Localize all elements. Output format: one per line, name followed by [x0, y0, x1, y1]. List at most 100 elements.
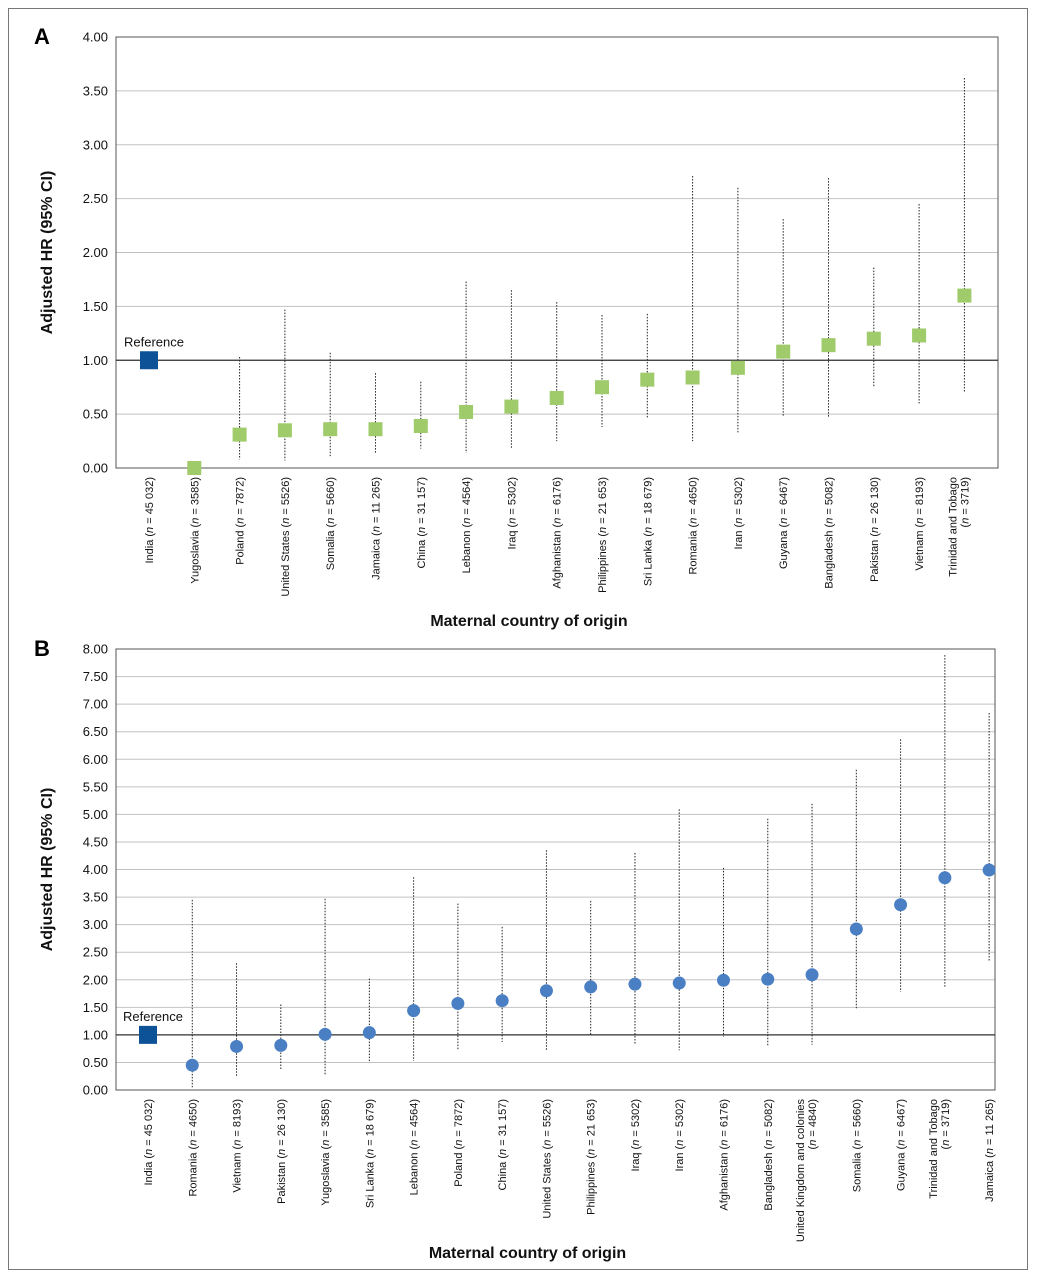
category-label-part: = 7872) [235, 477, 247, 518]
category-label-part: n [506, 518, 518, 524]
category-label: Pakistan (n = 26 130) [869, 477, 881, 582]
category-label-part: = 21 653) [597, 477, 609, 527]
category-label-part: n [763, 1140, 775, 1146]
category-label-part: = 7872) [453, 1099, 465, 1140]
data-point [584, 980, 598, 994]
category-label-part: n [940, 1140, 952, 1146]
category-label: Iraq (n = 5302) [506, 477, 518, 549]
data-point [318, 1027, 332, 1041]
category-label-part: n [143, 1149, 155, 1155]
category-label-part: Jamaica ( [984, 1154, 996, 1202]
category-label-part: = 26 130) [869, 477, 881, 527]
category-label: Philippines (n = 21 653) [586, 1099, 598, 1215]
category-label: Afghanistan (n = 6176) [552, 477, 564, 589]
reference-label: Reference [123, 1009, 183, 1024]
category-label-part: = 6467) [896, 1099, 908, 1140]
category-label-part: n [497, 1149, 509, 1155]
category-label-part: n [364, 1149, 376, 1155]
category-label-part: = 8193) [914, 477, 926, 518]
data-point [730, 360, 745, 375]
data-point [368, 422, 383, 437]
category-label-part: India ( [143, 1155, 155, 1186]
data-point [957, 288, 972, 303]
category-label: United States (n = 5526) [541, 1099, 553, 1219]
category-label-part: = 5302) [733, 477, 745, 518]
category-label-part: = 45 032) [143, 1099, 155, 1149]
category-label-part: = 5082) [763, 1099, 775, 1140]
category-label-part: n [232, 1140, 244, 1146]
category-label-part: Bangladesh ( [763, 1145, 775, 1210]
y-tick-label: 6.50 [83, 724, 108, 739]
y-tick-label: 4.00 [83, 30, 108, 45]
category-label-part: Guyana ( [778, 523, 790, 569]
category-label-part: n [984, 1148, 996, 1154]
category-label: Afghanistan (n = 6176) [719, 1099, 731, 1211]
category-label: Jamaica (n = 11 265) [371, 477, 383, 580]
panel-letter-a: A [34, 24, 50, 49]
category-label-part: Vietnam ( [232, 1145, 244, 1192]
category-label-part: = 4564) [409, 1099, 421, 1140]
data-point [805, 968, 819, 982]
y-tick-label: 4.00 [83, 862, 108, 877]
category-label-part: n [552, 518, 564, 524]
category-label-part: = 11 265) [371, 477, 383, 526]
plot-border [115, 36, 999, 469]
category-label: Somalia (n = 5660) [325, 477, 337, 570]
category-label-part: Guyana ( [896, 1145, 908, 1191]
category-label-part: Iran ( [733, 523, 745, 549]
category-label-part: = 5302) [674, 1099, 686, 1140]
category-label: Philippines (n = 21 653) [597, 477, 609, 593]
category-label-part: n [959, 518, 971, 524]
category-label: Iraq (n = 5302) [630, 1099, 642, 1171]
category-label-part: n [778, 518, 790, 524]
category-label: Lebanon (n = 4564) [461, 477, 473, 573]
data-point [672, 976, 686, 990]
category-label-part: Iraq ( [630, 1145, 642, 1171]
y-tick-label: 2.50 [83, 191, 108, 206]
category-label-part: n [280, 518, 292, 524]
category-label-part: = 3585) [189, 477, 201, 518]
data-point [912, 328, 927, 343]
category-label: Poland (n = 7872) [453, 1099, 465, 1187]
data-point [640, 372, 655, 387]
category-label-part: Philippines ( [597, 533, 609, 593]
category-label: India (n = 45 032) [144, 477, 156, 564]
category-label: Romania (n = 4650) [688, 477, 700, 575]
data-point [866, 331, 881, 346]
data-point [938, 871, 952, 885]
category-label-part: Somalia ( [851, 1145, 863, 1192]
category-label-part: = 26 130) [276, 1099, 288, 1149]
category-label-part: Lebanon ( [461, 523, 473, 573]
category-label-part: = 11 265) [984, 1099, 996, 1148]
category-label-part: United States ( [280, 523, 292, 596]
category-label-part: n [869, 527, 881, 533]
y-tick-label: 7.00 [83, 697, 108, 712]
category-label-part: n [824, 518, 836, 524]
category-label-part: = 5302) [630, 1099, 642, 1140]
chart-panel-b: 0.00 0.50 1.00 1.50 2.00 2.50 3.00 3.50 4.00 4.50… [39, 642, 996, 1263]
category-label-part: Bangladesh ( [824, 523, 836, 588]
category-label: (n = 4840) [807, 1099, 819, 1149]
category-label: United States (n = 5526) [280, 477, 292, 597]
category-label-part: United States ( [541, 1145, 553, 1218]
category-label-part: n [325, 518, 337, 524]
data-point [407, 1004, 421, 1018]
category-label: China (n = 31 157) [416, 477, 428, 568]
category-label: Trinidad and Tobago [928, 1099, 940, 1199]
category-label: Iran (n = 5302) [733, 477, 745, 549]
category-label-part: Iran ( [674, 1145, 686, 1171]
data-point [495, 994, 509, 1008]
category-label-part: n [630, 1140, 642, 1146]
data-point [185, 1058, 199, 1072]
category-label: United Kingdom and colonies [795, 1099, 807, 1243]
category-label-part: Pakistan ( [276, 1155, 288, 1204]
category-label-part: = 4650) [688, 477, 700, 518]
y-tick-label: 2.00 [83, 972, 108, 987]
y-tick-label: 0.00 [83, 1083, 108, 1098]
category-label-part: Vietnam ( [914, 523, 926, 570]
category-label-part: n [733, 518, 745, 524]
x-axis-label: Maternal country of origin [429, 1245, 626, 1262]
category-label-part: n [586, 1149, 598, 1155]
category-label-part: Jamaica ( [371, 532, 383, 580]
category-label: Yugoslavia (n = 3585) [189, 477, 201, 584]
